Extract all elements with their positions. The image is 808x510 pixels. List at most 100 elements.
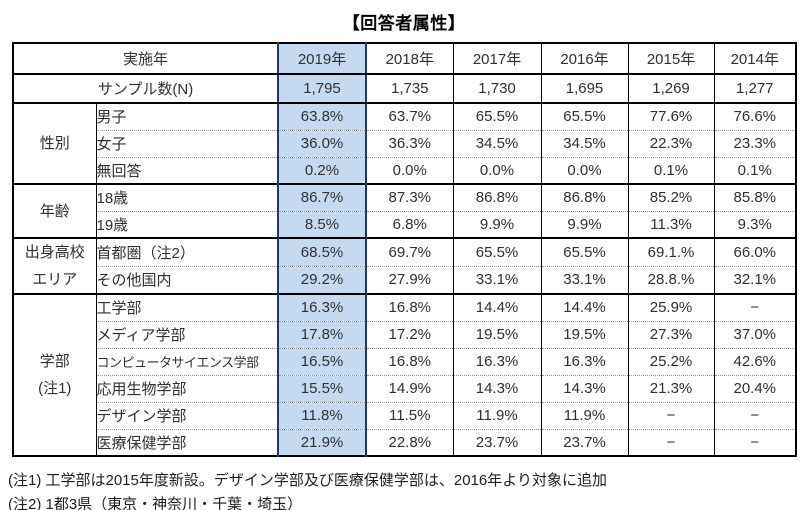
- value-2016: 0.0%: [540, 156, 629, 184]
- value-2017: 19.5%: [452, 320, 542, 348]
- value-2018: 22.8%: [365, 428, 454, 456]
- sample-2017: 1,730: [452, 74, 542, 104]
- footnote-1: (注1) 工学部は2015年度新設。デザイン学部及び医療保健学部は、2016年よ…: [8, 472, 607, 489]
- value-2015: 27.3%: [627, 320, 715, 348]
- value-2019: 16.3%: [277, 293, 368, 321]
- value-2019: 21.9%: [277, 428, 368, 456]
- table-row-noanswer: 無回答 0.2% 0.0% 0.0% 0.0% 0.1% 0.1%: [13, 156, 797, 184]
- value-2014: 42.6%: [713, 347, 797, 375]
- value-2014: −: [713, 428, 797, 456]
- value-2017: 11.9%: [452, 401, 542, 429]
- table-row-engineering: 学部 (注1) 工学部 16.3% 16.8% 14.4% 14.4% 25.9…: [13, 293, 797, 456]
- value-2014: 9.3%: [713, 210, 797, 238]
- value-2017: 86.8%: [452, 183, 542, 211]
- header-label-cell: 実施年: [13, 43, 279, 75]
- header-year-2016: 2016年: [540, 43, 629, 75]
- row-label: 無回答: [95, 156, 279, 184]
- table-row-other-domestic: その他国内 29.2% 27.9% 33.1% 33.1% 28.8.% 32.…: [13, 265, 797, 294]
- value-2019: 17.8%: [277, 320, 368, 348]
- value-2017: 23.7%: [452, 428, 542, 456]
- sample-label-cell: サンプル数(N): [13, 74, 279, 104]
- value-2017: 65.5%: [452, 237, 542, 266]
- group-label-text: 学部: [39, 353, 70, 370]
- value-2018: 36.3%: [365, 129, 454, 157]
- row-label: 男子: [95, 102, 279, 130]
- value-2014: 23.3%: [713, 129, 797, 157]
- table-row-media: メディア学部 17.8% 17.2% 19.5% 19.5% 27.3% 37.…: [13, 320, 797, 348]
- value-2016: 19.5%: [540, 320, 629, 348]
- header-year-2015: 2015年: [627, 43, 715, 75]
- group-label-faculty: 学部 (注1): [13, 293, 96, 456]
- value-2015: 85.2%: [627, 183, 715, 211]
- row-label: 工学部: [95, 293, 279, 321]
- page-title: 【回答者属性】: [342, 14, 466, 33]
- value-2016: 86.8%: [540, 183, 629, 211]
- value-2019: 68.5%: [277, 237, 368, 266]
- value-2016: 16.3%: [540, 347, 629, 375]
- group-label-text: 性別: [39, 135, 70, 152]
- group-label-text: 年齢: [39, 202, 70, 220]
- value-2015: 25.2%: [627, 347, 715, 375]
- value-2017: 65.5%: [452, 102, 542, 130]
- value-2014: 66.0%: [713, 237, 797, 266]
- value-2016: 14.3%: [540, 374, 629, 402]
- value-2018: 69.7%: [365, 237, 454, 266]
- table-header-row: 実施年 2019年 2018年 2017年 2016年 2015年 2014年: [13, 43, 797, 75]
- row-label: 女子: [95, 129, 279, 157]
- value-2018: 87.3%: [365, 183, 454, 211]
- table-row-metro: 出身高校 エリア 首都圏（注2） 68.5% 69.7% 65.5% 65.5%…: [13, 237, 797, 294]
- row-label: メディア学部: [95, 320, 279, 348]
- value-2016: 23.7%: [540, 428, 629, 456]
- row-label: 19歳: [95, 210, 279, 238]
- value-2018: 16.8%: [365, 347, 454, 375]
- value-2017: 33.1%: [452, 265, 542, 294]
- value-2017: 16.3%: [452, 347, 542, 375]
- value-2018: 27.9%: [365, 265, 454, 294]
- respondent-attributes-table: 実施年 2019年 2018年 2017年 2016年 2015年 2014年 …: [12, 42, 798, 457]
- value-2017: 14.4%: [452, 293, 542, 321]
- value-2019: 0.2%: [277, 156, 368, 184]
- value-2014: −: [713, 401, 797, 429]
- row-label: 18歳: [95, 183, 279, 211]
- value-2015: 21.3%: [627, 374, 715, 402]
- row-label: 応用生物学部: [95, 374, 279, 402]
- group-label-text: 出身高校: [24, 244, 85, 261]
- value-2019: 8.5%: [277, 210, 368, 238]
- value-2019: 86.7%: [277, 183, 368, 211]
- value-2015: −: [627, 401, 715, 429]
- value-2018: 17.2%: [365, 320, 454, 348]
- row-label: その他国内: [95, 265, 279, 294]
- value-2014: 85.8%: [713, 183, 797, 211]
- value-2018: 11.5%: [365, 401, 454, 429]
- value-2016: 65.5%: [540, 102, 629, 130]
- value-2019: 36.0%: [277, 129, 368, 157]
- row-label: コンピュータサイエンス学部: [95, 347, 279, 375]
- value-2019: 63.8%: [277, 102, 368, 130]
- value-2014: 76.6%: [713, 102, 797, 130]
- value-2015: 0.1%: [627, 156, 715, 184]
- value-2019: 16.5%: [277, 347, 368, 375]
- table-row-design: デザイン学部 11.8% 11.5% 11.9% 11.9% − −: [13, 401, 797, 429]
- value-2018: 6.8%: [365, 210, 454, 238]
- row-label: 医療保健学部: [95, 428, 279, 456]
- value-2015: 25.9%: [627, 293, 715, 321]
- value-2016: 9.9%: [540, 210, 629, 238]
- value-2014: 20.4%: [713, 374, 797, 402]
- table-row-female: 女子 36.0% 36.3% 34.5% 34.5% 22.3% 23.3%: [13, 129, 797, 157]
- sample-2016: 1,695: [540, 74, 629, 104]
- value-2016: 11.9%: [540, 401, 629, 429]
- value-2018: 16.8%: [365, 293, 454, 321]
- value-2015: 69.1.%: [627, 237, 715, 266]
- table-row-applied-biology: 応用生物学部 15.5% 14.9% 14.3% 14.3% 21.3% 20.…: [13, 374, 797, 402]
- header-year-2014: 2014年: [713, 43, 797, 75]
- value-2017: 0.0%: [452, 156, 542, 184]
- footnote-2: (注2) 1都3県（東京・神奈川・千葉・埼玉）: [8, 496, 303, 510]
- value-2016: 33.1%: [540, 265, 629, 294]
- value-2016: 65.5%: [540, 237, 629, 266]
- value-2017: 34.5%: [452, 129, 542, 157]
- sample-2018: 1,735: [365, 74, 454, 104]
- value-2019: 15.5%: [277, 374, 368, 402]
- sample-2014: 1,277: [713, 74, 797, 104]
- table-row-age18: 年齢 18歳 86.7% 87.3% 86.8% 86.8% 85.2% 85.…: [13, 183, 797, 238]
- row-label: デザイン学部: [95, 401, 279, 429]
